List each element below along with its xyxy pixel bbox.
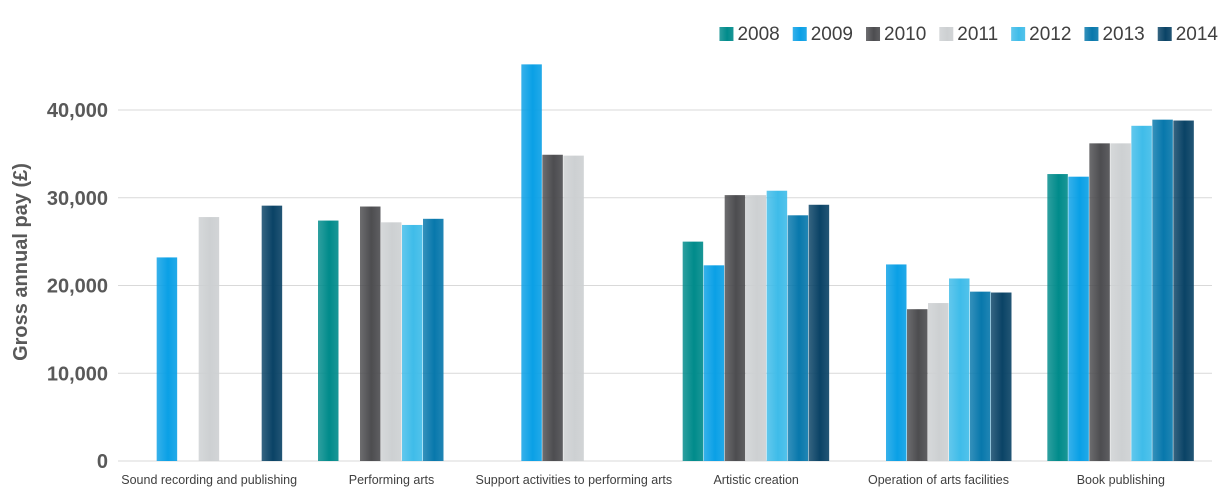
legend-item-2013: 2013 (1084, 24, 1145, 45)
bar-2011 (928, 303, 949, 461)
legend-swatch (939, 27, 954, 41)
bar-2014 (1173, 120, 1194, 461)
bar-2009 (886, 264, 907, 461)
y-tick-label: 40,000 (47, 100, 108, 122)
bar-2009 (521, 64, 542, 462)
legend-item-2011: 2011 (939, 24, 998, 45)
bar-2010 (542, 154, 563, 461)
y-tick-label: 20,000 (47, 276, 108, 298)
x-category-label: Book publishing (1077, 473, 1165, 487)
legend-swatch (1084, 27, 1099, 41)
legend: 2008 2009 2010 2011 2012 2013 2014 (719, 24, 1218, 45)
bar-2011 (1110, 143, 1131, 461)
x-category-label: Operation of arts facilities (868, 473, 1009, 487)
legend-item-2009: 2009 (792, 24, 853, 45)
legend-label: 2008 (737, 24, 779, 45)
legend-label: 2014 (1176, 24, 1219, 45)
bar-2009 (1068, 176, 1089, 461)
legend-item-2012: 2012 (1011, 24, 1071, 45)
bar-2010 (360, 206, 381, 461)
bars (156, 64, 1194, 462)
y-tick-label: 30,000 (47, 188, 108, 210)
y-axis-ticks: 0 10,000 20,000 30,000 40,000 (47, 100, 108, 473)
bar-2008 (682, 241, 704, 461)
y-tick-label: 0 (97, 451, 108, 473)
x-category-label: Artistic creation (713, 473, 798, 487)
bar-2012 (1131, 125, 1152, 462)
legend-swatch (719, 27, 734, 41)
bar-2011 (563, 155, 584, 461)
bar-2010 (907, 309, 928, 461)
legend-swatch (792, 27, 807, 41)
bar-2013 (787, 215, 809, 461)
y-tick-label: 10,000 (47, 363, 108, 385)
bar-2011 (381, 222, 402, 461)
bar-2011 (745, 195, 767, 461)
bar-2012 (402, 224, 423, 461)
legend-label: 2013 (1102, 24, 1144, 45)
bar-2008 (318, 220, 339, 461)
bar-2009 (703, 265, 725, 461)
gridlines (118, 109, 1212, 462)
bar-2011 (198, 217, 220, 461)
legend-swatch (1011, 27, 1026, 41)
y-axis-title: Gross annual pay (£) (10, 163, 32, 361)
bar-2012 (766, 190, 788, 462)
bar-2014 (808, 204, 830, 461)
bar-2013 (1152, 119, 1173, 461)
bar-2014 (261, 205, 283, 461)
legend-item-2014: 2014 (1157, 24, 1219, 45)
bar-2013 (423, 218, 444, 461)
bar-2009 (156, 257, 178, 461)
x-axis-categories: Sound recording and publishing Performing… (121, 473, 1165, 487)
bar-2013 (970, 291, 991, 461)
legend-label: 2009 (811, 24, 853, 45)
bar-2008 (1047, 174, 1068, 461)
x-category-label: Support activities to performing arts (476, 473, 673, 487)
legend-label: 2012 (1029, 24, 1071, 45)
legend-label: 2011 (957, 24, 998, 45)
bar-2014 (991, 292, 1012, 461)
legend-swatch (1157, 27, 1172, 41)
legend-label: 2010 (884, 24, 926, 45)
legend-swatch (866, 27, 881, 41)
bar-2012 (949, 278, 970, 461)
x-category-label: Sound recording and publishing (121, 473, 297, 487)
x-category-label: Performing arts (349, 473, 434, 487)
bar-2010 (1089, 143, 1110, 461)
bar-2010 (724, 195, 746, 461)
legend-item-2008: 2008 (719, 24, 780, 45)
legend-item-2010: 2010 (866, 24, 926, 45)
